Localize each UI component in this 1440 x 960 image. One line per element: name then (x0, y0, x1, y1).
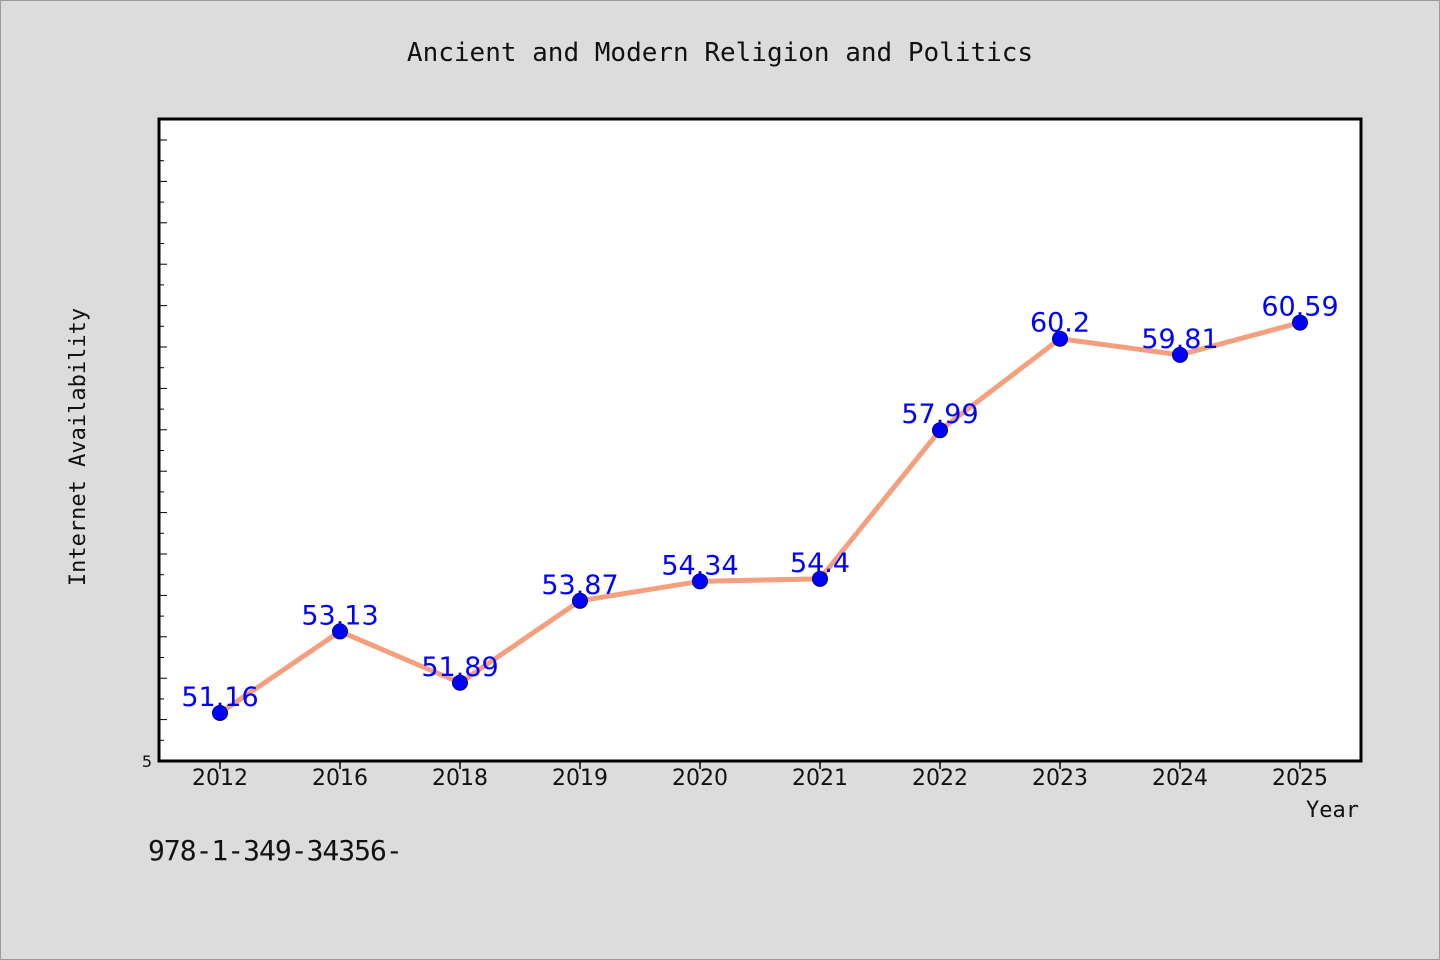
x-tick-label: 2023 (1032, 766, 1088, 791)
data-point (1292, 314, 1308, 331)
data-label: 57.99 (901, 399, 978, 430)
data-label: 53.87 (541, 570, 618, 601)
data-label: 53.13 (301, 600, 378, 631)
y-tick-label: 5 (142, 752, 152, 771)
data-point (692, 573, 708, 590)
x-tick-label: 2019 (552, 766, 608, 791)
data-label: 60.59 (1261, 292, 1338, 323)
data-point (332, 623, 348, 640)
x-tick-label: 2020 (672, 766, 728, 791)
data-point (932, 422, 948, 439)
x-tick-label: 2018 (432, 766, 488, 791)
data-point (812, 570, 828, 587)
y-axis-label: Internet Availability (66, 308, 91, 586)
data-label: 51.16 (181, 682, 258, 713)
x-tick-label: 2021 (792, 766, 848, 791)
x-tick-label: 2025 (1272, 766, 1328, 791)
plot-border (157, 117, 1363, 763)
data-point (452, 674, 468, 691)
data-point (212, 704, 228, 721)
data-point (1172, 346, 1188, 363)
data-label: 59.81 (1141, 324, 1218, 355)
x-axis-label: Year (1306, 798, 1359, 823)
plot-area (159, 119, 1361, 761)
data-point (572, 592, 588, 609)
series-line (218, 320, 1301, 716)
x-tick-label: 2016 (312, 766, 368, 791)
x-tick-label: 2012 (192, 766, 248, 791)
chart-title: Ancient and Modern Religion and Politics (407, 38, 1033, 68)
data-label: 54.34 (661, 550, 738, 581)
series-group: 51.16 53.13 51.89 53.87 54.34 54.4 57.99 60.2 59… (181, 292, 1339, 721)
x-tick-label: 2024 (1152, 766, 1208, 791)
data-label: 60.2 (1030, 308, 1090, 339)
x-tick-label: 2022 (912, 766, 968, 791)
axis-ticks: 5 2012 2016 2018 2019 2020 2021 2022 2023 2024 202… (142, 139, 1328, 791)
data-point (1052, 330, 1068, 347)
data-label: 54.4 (790, 548, 850, 579)
data-label: 51.89 (421, 652, 498, 683)
footer-text: 978-1-349-34356- (148, 834, 403, 867)
